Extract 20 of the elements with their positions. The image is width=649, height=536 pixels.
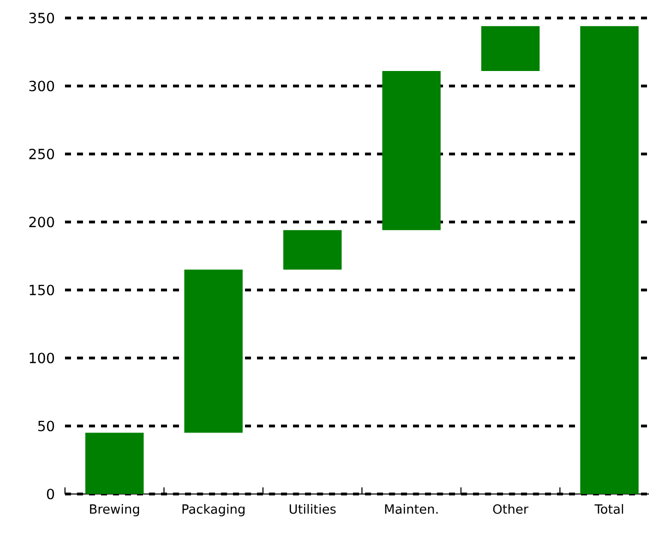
x-tick-label: Other [493, 504, 528, 514]
bar [481, 26, 540, 72]
y-tick-label: 100 [30, 352, 54, 364]
y-tick-label: 50 [38, 420, 54, 432]
bar [283, 230, 342, 270]
y-tick-label: 350 [29, 12, 54, 24]
y-tick-label: 250 [29, 148, 54, 160]
y-tick-label: 200 [29, 216, 54, 228]
y-tick-label: 150 [30, 284, 54, 296]
x-tick-label: Utilities [290, 504, 336, 514]
x-tick-label: Brewing [90, 504, 140, 516]
bar [85, 432, 144, 494]
y-tick-label: 300 [29, 80, 54, 92]
bar [580, 26, 639, 494]
x-tick-label: Packaging [182, 504, 245, 516]
x-tick-label: Total [594, 504, 624, 514]
y-tick-label: 0 [46, 488, 54, 500]
bar [382, 71, 441, 230]
bar [184, 270, 243, 433]
x-tick-label: Mainten. [385, 504, 438, 514]
